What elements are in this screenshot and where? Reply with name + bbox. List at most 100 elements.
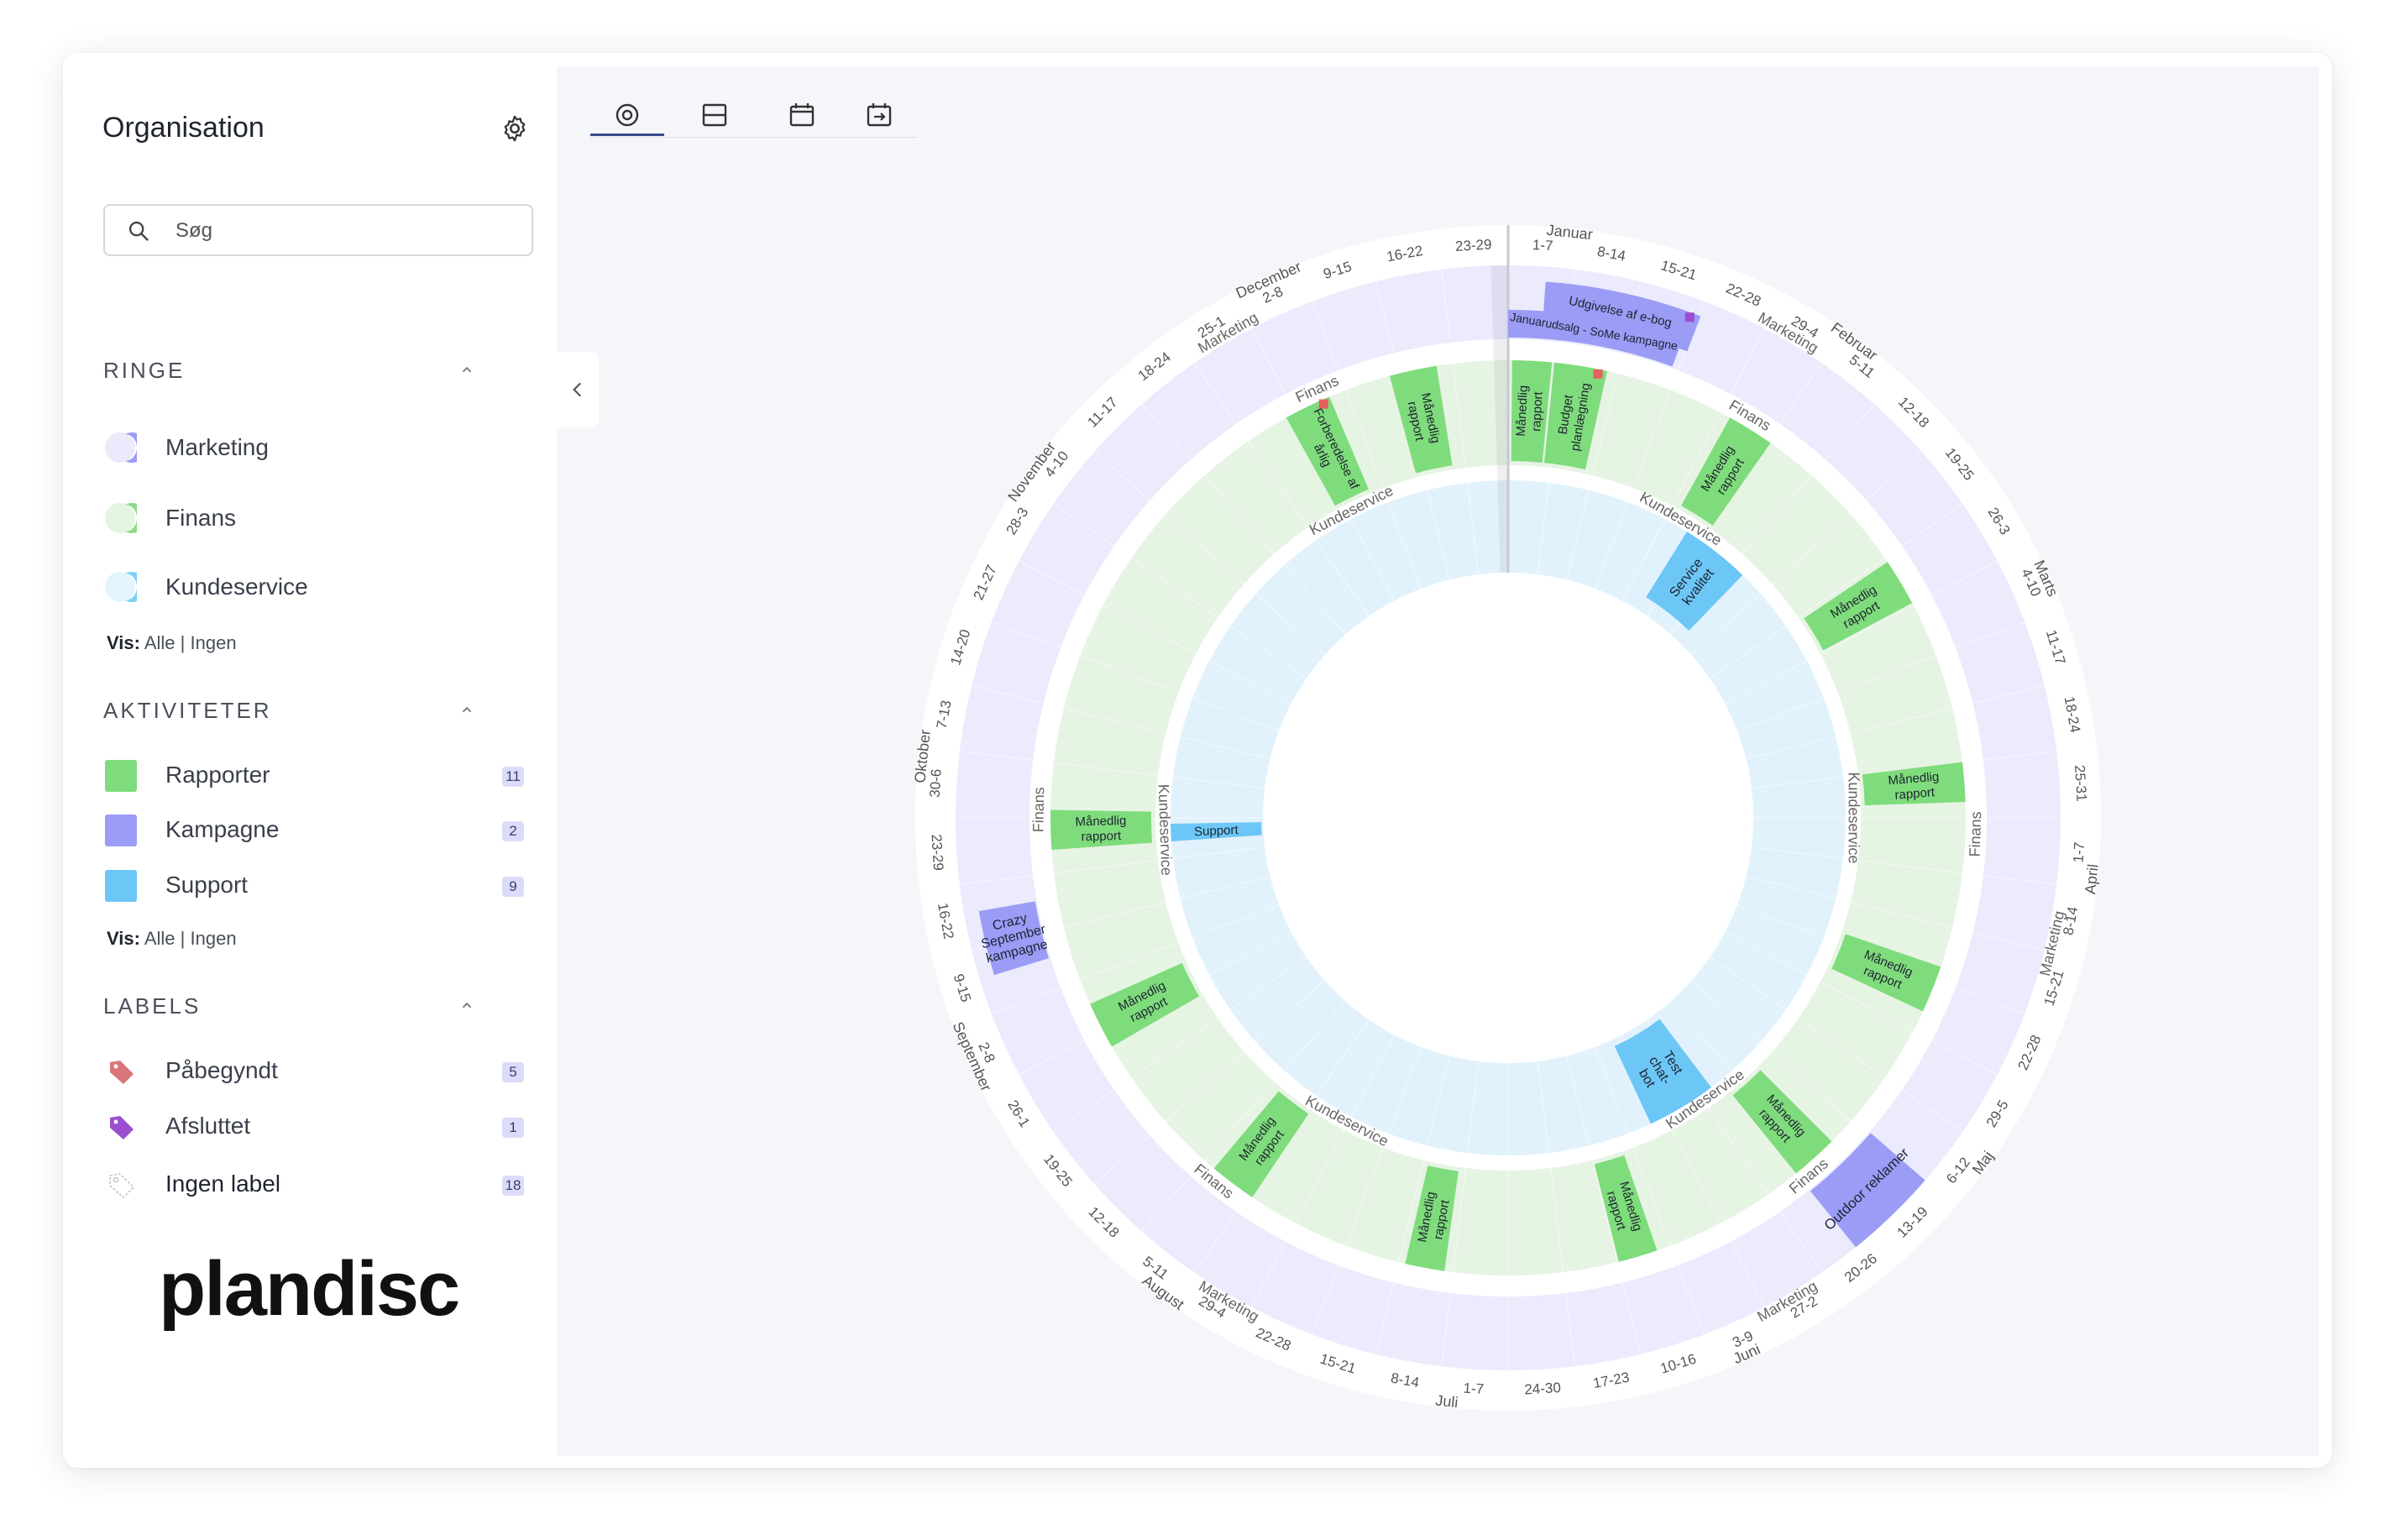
tag-icon xyxy=(110,1061,134,1084)
week-divider xyxy=(1691,980,1762,1042)
week-divider xyxy=(1772,1051,1852,1122)
event-label: Support xyxy=(1194,823,1239,839)
sidebar: Organisation RINGE Marketing Finans Kund… xyxy=(63,53,557,1468)
search-box xyxy=(103,204,533,256)
event-kundeservice[interactable]: Servicekvalitet xyxy=(1646,532,1743,631)
week-divider xyxy=(1751,846,1844,859)
week-divider xyxy=(1566,490,1590,580)
event-finans[interactable]: Månedligrapport xyxy=(1050,809,1153,851)
label-label: Påbegyndt xyxy=(165,1057,278,1083)
page-title: Organisation xyxy=(102,112,265,144)
year-wheel[interactable]: 1-7 8-1415-2122-2829-45-1112-1819-2526-34… xyxy=(557,66,2318,1456)
week-divider xyxy=(1441,269,1451,343)
tag-icon xyxy=(110,1116,134,1139)
status-flag xyxy=(1593,369,1603,379)
event-finans[interactable]: Budgetplanlægning xyxy=(1543,362,1607,470)
week-divider xyxy=(1820,981,1914,1031)
moon-icon xyxy=(105,432,137,463)
calendar-icon[interactable] xyxy=(777,100,827,134)
count-badge: 11 xyxy=(502,767,524,787)
target-icon[interactable] xyxy=(602,100,652,134)
collapse-sidebar-button[interactable] xyxy=(557,352,599,427)
main-area: 1-7 8-14 15-21 22-28 29-4 5-11 12-18 19-25 26-3 4… xyxy=(557,66,2318,1456)
label-item-ingen-label[interactable]: Ingen label 18 xyxy=(103,1164,548,1204)
show-all-rings-link[interactable]: Alle xyxy=(144,632,175,653)
week-divider xyxy=(1691,594,1762,656)
week-divider xyxy=(1053,503,1115,547)
week-divider xyxy=(1192,697,1280,731)
show-no-rings-link[interactable]: Ingen xyxy=(190,632,237,653)
month-label: Juli xyxy=(1434,1392,1459,1412)
count-badge: 1 xyxy=(502,1118,524,1138)
event-finans[interactable]: Månedligrapport xyxy=(1405,1165,1459,1271)
event-finans[interactable]: Månedligrapport xyxy=(1511,360,1553,463)
activity-item-support[interactable]: Support 9 xyxy=(103,865,548,905)
week-divider xyxy=(1398,1160,1424,1263)
app-window: Organisation RINGE Marketing Finans Kund… xyxy=(63,53,2332,1468)
event-kundeservice[interactable]: Testchat-bot xyxy=(1614,1019,1711,1124)
gear-icon[interactable] xyxy=(500,113,530,144)
week-divider xyxy=(1094,1134,1150,1185)
show-all-activities-link[interactable]: Alle xyxy=(144,928,175,949)
ring-label: Finans xyxy=(165,505,237,531)
week-divider xyxy=(1295,1129,1345,1223)
chevron-up-icon[interactable] xyxy=(458,996,476,1014)
event-block xyxy=(1405,1165,1459,1271)
week-divider xyxy=(1080,942,1179,981)
event-finans[interactable]: Månedligrapport xyxy=(1213,1091,1309,1197)
week-divider xyxy=(1725,931,1808,976)
week-divider xyxy=(1779,363,1823,425)
chevron-up-icon[interactable] xyxy=(458,700,476,719)
event-block xyxy=(1594,1155,1658,1262)
activity-item-kampagne[interactable]: Kampagne 2 xyxy=(103,809,548,850)
label-item-afsluttet[interactable]: Afsluttet 1 xyxy=(103,1106,548,1146)
show-no-activities-link[interactable]: Ingen xyxy=(190,928,237,949)
event-kundeservice[interactable]: Support xyxy=(1171,822,1262,842)
event-marketing[interactable]: CrazySeptemberkampagne xyxy=(977,901,1051,976)
wheel-center xyxy=(1263,573,1753,1063)
event-block xyxy=(1171,822,1262,842)
week-divider xyxy=(1467,1061,1480,1154)
week-divider xyxy=(1566,1055,1590,1146)
week-divider xyxy=(1452,1167,1466,1273)
search-input[interactable] xyxy=(174,214,513,248)
ring-section-label: Kundeservice xyxy=(1845,772,1862,863)
color-swatch xyxy=(105,870,137,902)
month-label: April xyxy=(2082,863,2102,895)
week-divider xyxy=(1737,697,1825,731)
week-divider xyxy=(1972,685,2045,705)
plandisc-logo: plandisc xyxy=(159,1246,460,1332)
week-divider xyxy=(1592,373,1618,476)
week-divider xyxy=(1131,557,1218,618)
moon-icon xyxy=(105,503,137,533)
week-divider xyxy=(1255,594,1325,656)
rows-icon[interactable] xyxy=(689,100,740,134)
calendar-export-icon[interactable] xyxy=(854,100,904,134)
event-finans[interactable]: Månedligrapport xyxy=(1681,417,1771,526)
ring-item-marketing[interactable]: Marketing xyxy=(103,427,548,468)
ring-item-kundeservice[interactable]: Kundeservice xyxy=(103,567,548,607)
week-divider xyxy=(1204,474,1275,554)
show-label: Vis: xyxy=(107,632,140,653)
week-divider xyxy=(1751,777,1844,789)
week-divider xyxy=(1019,1040,1085,1076)
ring-item-finans[interactable]: Finans xyxy=(103,498,548,538)
label-item-paabegyndt[interactable]: Påbegyndt 5 xyxy=(103,1050,548,1091)
week-divider xyxy=(1103,605,1197,655)
week-divider xyxy=(1983,875,2057,885)
event-finans[interactable]: Månedligrapport xyxy=(1831,934,1941,1012)
week-divider xyxy=(1094,451,1150,501)
color-swatch xyxy=(105,815,137,846)
event-finans[interactable]: Månedligrapport xyxy=(1862,762,1966,806)
week-divider xyxy=(1312,301,1339,371)
week-divider xyxy=(1772,514,1852,584)
week-divider xyxy=(1165,1051,1244,1122)
event-block xyxy=(1681,417,1771,526)
event-finans[interactable]: Månedligrapport xyxy=(1732,1070,1832,1174)
week-divider xyxy=(1677,1265,1705,1335)
chevron-up-icon[interactable] xyxy=(458,360,476,379)
activity-item-rapporter[interactable]: Rapporter 11 xyxy=(103,755,548,795)
week-divider xyxy=(1250,328,1286,395)
chevron-left-icon xyxy=(573,382,582,397)
event-finans[interactable]: Månedligrapport xyxy=(1389,365,1453,474)
